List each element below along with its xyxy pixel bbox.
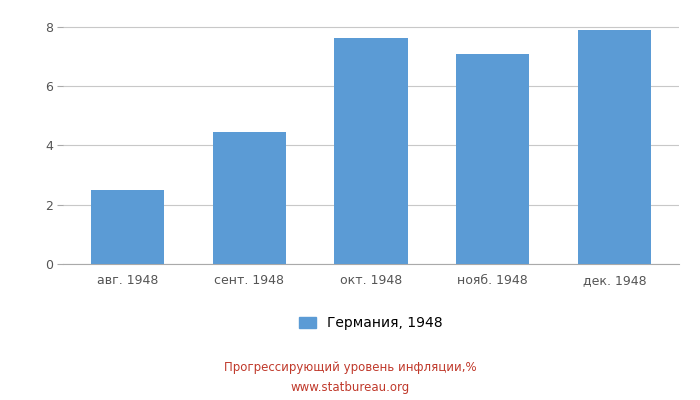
- Bar: [578, 30, 651, 264]
- Bar: [91, 190, 164, 264]
- Bar: [456, 54, 529, 264]
- Text: Прогрессирующий уровень инфляции,%
www.statbureau.org: Прогрессирующий уровень инфляции,% www.s…: [224, 362, 476, 394]
- Legend: Германия, 1948: Германия, 1948: [300, 316, 442, 330]
- Bar: [213, 132, 286, 264]
- Bar: [335, 38, 407, 264]
